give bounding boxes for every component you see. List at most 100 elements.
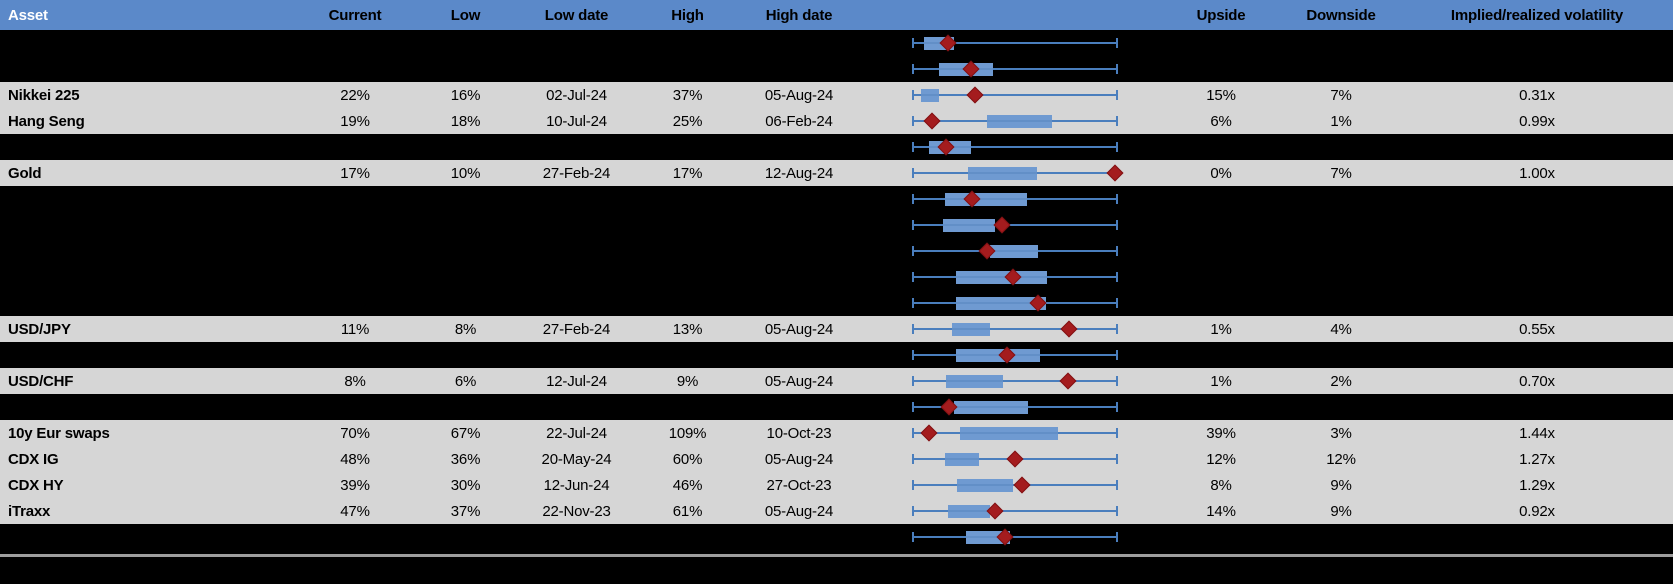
high-date-value: 27-Oct-23 [766, 476, 832, 494]
current-value: 8% [344, 372, 366, 390]
high-value: 17% [672, 164, 703, 182]
range-boxplot [912, 108, 1118, 134]
whisker-cap-left [912, 64, 914, 74]
low-date-value: 20-May-24 [541, 450, 612, 468]
table-row: 10y Eur swaps 70% 67% 22-Jul-24 109% 10-… [0, 420, 1673, 446]
current-value: 22% [340, 86, 370, 104]
high-date-value: 05-Aug-24 [764, 502, 834, 520]
table-row-hidden [0, 342, 1673, 368]
low-date-value: 02-Jul-24 [546, 86, 607, 104]
high-date-value: 05-Aug-24 [764, 372, 834, 390]
whisker-cap-left [912, 402, 914, 412]
header-upside: Upside [1196, 6, 1246, 24]
upside-value: 12% [1206, 450, 1236, 468]
downside-value: 7% [1330, 164, 1352, 182]
range-boxplot [912, 82, 1118, 108]
table-row-hidden [0, 238, 1673, 264]
whisker-cap-left [912, 298, 914, 308]
whisker-cap-right [1116, 142, 1118, 152]
whisker-cap-right [1116, 220, 1118, 230]
whisker-cap-right [1116, 194, 1118, 204]
current-value: 19% [340, 112, 370, 130]
whisker-cap-left [912, 350, 914, 360]
high-date-value: 05-Aug-24 [764, 320, 834, 338]
whisker-cap-right [1116, 350, 1118, 360]
upside-value: 1% [1210, 320, 1232, 338]
high-value: 9% [676, 372, 699, 390]
whisker-line [913, 224, 1117, 226]
range-boxplot [912, 264, 1118, 290]
range-boxplot [912, 134, 1118, 160]
table-row-hidden [0, 56, 1673, 82]
range-box [952, 322, 991, 336]
range-boxplot [912, 342, 1118, 368]
asset-name: iTraxx [8, 502, 51, 520]
range-boxplot [912, 30, 1118, 56]
whisker-cap-left [912, 454, 914, 464]
range-boxplot [912, 368, 1118, 394]
current-marker-diamond [1060, 320, 1078, 338]
high-date-value: 12-Aug-24 [764, 164, 834, 182]
whisker-cap-left [912, 272, 914, 282]
range-boxplot [912, 238, 1118, 264]
header-low: Low [450, 6, 481, 24]
whisker-cap-right [1116, 324, 1118, 334]
current-marker-diamond [920, 424, 938, 442]
whisker-cap-right [1116, 376, 1118, 386]
upside-value: 1% [1210, 372, 1232, 390]
range-boxplot [912, 160, 1124, 186]
current-marker-diamond [923, 112, 941, 130]
whisker-cap-left [912, 480, 914, 490]
header-current: Current [328, 6, 382, 24]
current-value: 48% [340, 450, 370, 468]
implied-realized-vol-value: 1.44x [1519, 424, 1555, 442]
header-high-date: High date [765, 6, 833, 24]
range-box [953, 400, 1029, 414]
upside-value: 8% [1210, 476, 1232, 494]
low-value: 8% [454, 320, 477, 338]
low-value: 67% [450, 424, 481, 442]
whisker-cap-right [1116, 90, 1118, 100]
current-marker-diamond [1059, 372, 1077, 390]
range-box [955, 270, 1048, 284]
header-high: High [671, 6, 704, 24]
range-box [944, 452, 980, 466]
whisker-cap-right [1116, 246, 1118, 256]
downside-value: 9% [1330, 476, 1352, 494]
whisker-line [913, 146, 1117, 148]
low-value: 37% [450, 502, 481, 520]
whisker-cap-left [912, 116, 914, 126]
high-value: 109% [668, 424, 707, 442]
high-value: 13% [672, 320, 703, 338]
table-header: Asset Current Low Low date High High dat… [0, 0, 1673, 30]
current-marker-diamond [966, 86, 984, 104]
current-marker-diamond [1106, 164, 1124, 182]
whisker-cap-left [912, 324, 914, 334]
low-date-value: 22-Jul-24 [546, 424, 607, 442]
whisker-cap-right [1116, 116, 1118, 126]
implied-realized-vol-value: 0.70x [1519, 372, 1555, 390]
range-boxplot [912, 420, 1118, 446]
low-date-value: 27-Feb-24 [542, 320, 611, 338]
table-row-hidden [0, 290, 1673, 316]
high-value: 37% [672, 86, 703, 104]
whisker-cap-left [912, 168, 914, 178]
high-value: 61% [672, 502, 703, 520]
whisker-line [913, 510, 1117, 512]
low-value: 10% [450, 164, 481, 182]
downside-value: 4% [1330, 320, 1352, 338]
low-date-value: 12-Jul-24 [546, 372, 607, 390]
asset-name: Hang Seng [8, 112, 85, 130]
implied-realized-vol-value: 0.92x [1519, 502, 1555, 520]
table-row: CDX IG 48% 36% 20-May-24 60% 05-Aug-24 1… [0, 446, 1673, 472]
low-value: 16% [450, 86, 481, 104]
low-value: 6% [454, 372, 477, 390]
asset-name: 10y Eur swaps [8, 424, 110, 442]
whisker-cap-left [912, 428, 914, 438]
range-box [947, 504, 990, 518]
upside-value: 0% [1210, 164, 1232, 182]
range-boxplot [912, 290, 1118, 316]
header-asset: Asset [8, 6, 48, 24]
upside-value: 15% [1206, 86, 1236, 104]
high-date-value: 05-Aug-24 [764, 86, 834, 104]
